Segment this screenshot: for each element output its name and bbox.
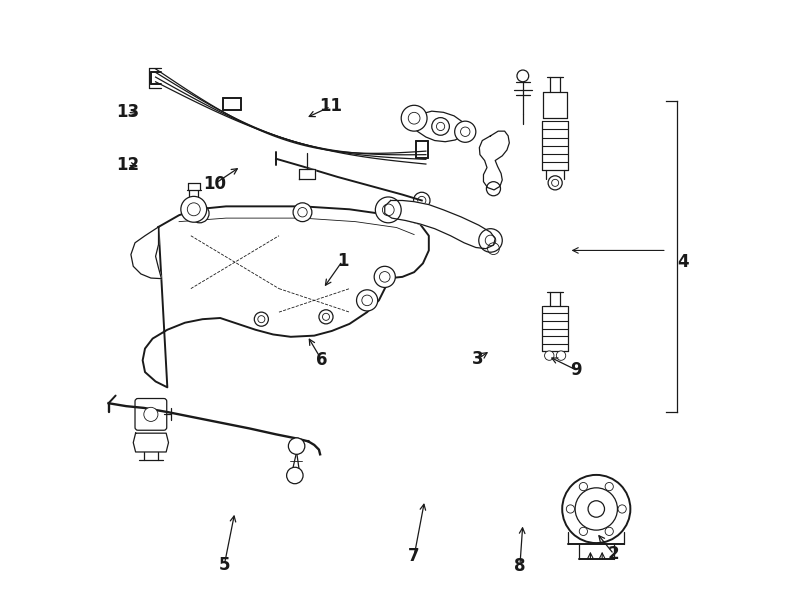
Circle shape (401, 105, 427, 131)
Polygon shape (413, 111, 465, 142)
Circle shape (255, 312, 268, 326)
Circle shape (618, 505, 626, 513)
FancyBboxPatch shape (135, 399, 167, 430)
Circle shape (190, 204, 209, 223)
Circle shape (566, 505, 575, 513)
Circle shape (517, 70, 529, 82)
Circle shape (181, 196, 207, 222)
Text: 6: 6 (316, 351, 328, 369)
Text: 12: 12 (116, 156, 139, 174)
Circle shape (454, 121, 476, 143)
Circle shape (548, 176, 562, 190)
Circle shape (605, 527, 613, 535)
Polygon shape (133, 433, 168, 452)
Polygon shape (143, 206, 429, 388)
Text: 1: 1 (337, 252, 348, 270)
Text: 9: 9 (570, 360, 581, 379)
Text: 3: 3 (472, 350, 484, 368)
Circle shape (545, 351, 554, 360)
Circle shape (357, 290, 377, 311)
Circle shape (289, 438, 305, 454)
Text: 7: 7 (408, 547, 420, 565)
Circle shape (375, 197, 401, 223)
Circle shape (286, 467, 303, 484)
Polygon shape (131, 227, 162, 279)
Text: 13: 13 (116, 103, 139, 121)
Circle shape (293, 203, 312, 221)
Circle shape (374, 266, 396, 287)
Circle shape (144, 408, 158, 421)
Text: 10: 10 (203, 175, 226, 193)
Circle shape (579, 482, 588, 491)
Circle shape (557, 351, 565, 360)
Text: 11: 11 (320, 97, 343, 115)
Circle shape (431, 118, 450, 135)
Circle shape (605, 482, 613, 491)
Circle shape (486, 181, 500, 196)
Polygon shape (479, 131, 509, 190)
Text: 2: 2 (608, 545, 619, 563)
Circle shape (479, 229, 502, 252)
Circle shape (562, 475, 630, 543)
Text: 4: 4 (677, 253, 689, 271)
Polygon shape (299, 169, 316, 179)
Circle shape (319, 310, 333, 324)
Text: 8: 8 (514, 557, 526, 575)
Circle shape (579, 527, 588, 535)
Text: 5: 5 (219, 556, 230, 574)
Polygon shape (385, 200, 495, 249)
